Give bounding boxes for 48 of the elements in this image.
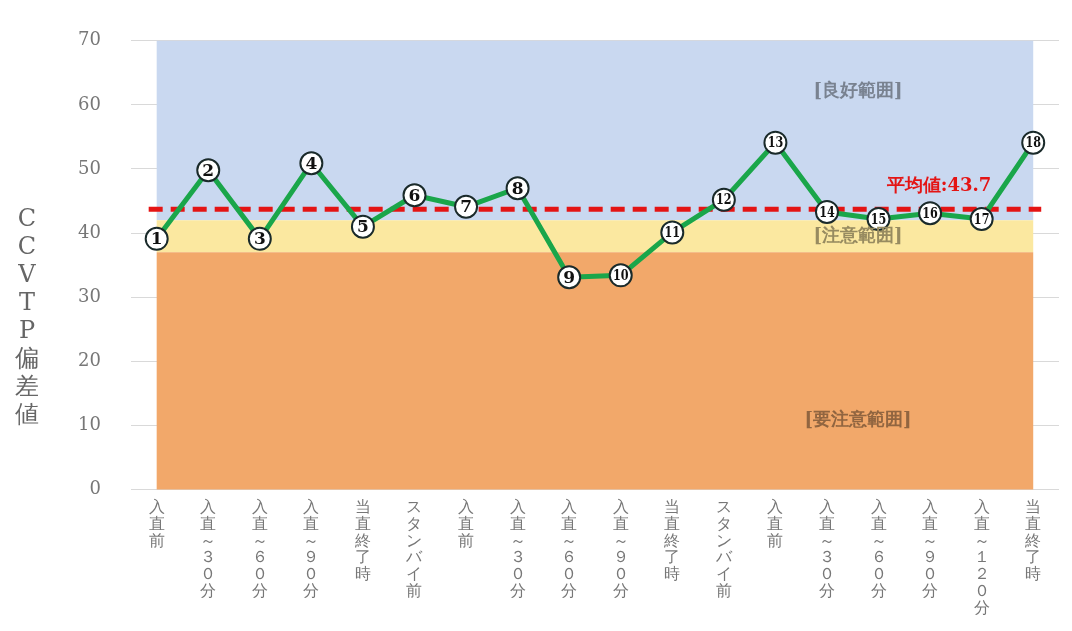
x-tick-label: 入直～３０分 xyxy=(200,496,217,600)
annotation: 4 xyxy=(305,152,318,173)
x-tick-label: スタンバイ前 xyxy=(714,496,733,600)
annotation: 15 xyxy=(870,210,887,227)
x-tick-label: 入直～９０分 xyxy=(612,496,629,600)
band-label: [要注意範囲] xyxy=(804,408,912,430)
ref-line-label: 平均値:43.7 xyxy=(885,174,992,196)
x-tick-label: 入直～６０分 xyxy=(870,496,887,600)
annotation: 1 xyxy=(150,228,163,249)
annotation: 18 xyxy=(1025,134,1042,151)
x-tick-label: 入直～６０分 xyxy=(251,496,268,600)
x-tick-label: スタンバイ前 xyxy=(405,496,424,600)
y-tick-label: 10 xyxy=(78,412,101,434)
x-tick-label: 当直終了時 xyxy=(353,496,371,584)
x-tick-label: 入直～３０分 xyxy=(818,496,835,600)
x-tick-label: 入直～１２０分 xyxy=(973,496,990,617)
annotation: 16 xyxy=(922,204,939,222)
y-tick-label: 30 xyxy=(78,284,101,306)
band-label: [良好範囲] xyxy=(813,78,903,100)
x-tick-label: 入直～６０分 xyxy=(561,496,578,600)
y-tick-label: 0 xyxy=(89,477,101,499)
annotation: 17 xyxy=(973,210,990,227)
annotation: 10 xyxy=(612,266,629,284)
x-tick-label: 入直～３０分 xyxy=(509,496,526,600)
annotation: 7 xyxy=(460,196,472,217)
x-tick-label: 入直前 xyxy=(148,496,165,550)
annotation: 2 xyxy=(202,159,215,180)
x-tick-label: 当直終了時 xyxy=(663,496,681,584)
annotation: 12 xyxy=(716,191,732,208)
annotation: 9 xyxy=(563,266,576,287)
annotation: 11 xyxy=(664,223,681,241)
x-tick-label: 入直～９０分 xyxy=(922,496,939,600)
annotation: 3 xyxy=(253,228,266,249)
annotation: 13 xyxy=(767,134,784,151)
annotation: 5 xyxy=(357,216,369,237)
y-tick-label: 20 xyxy=(78,348,101,370)
y-tick-label: 70 xyxy=(78,28,101,50)
annotation: 6 xyxy=(408,184,421,205)
y-tick-label: 60 xyxy=(78,92,101,114)
x-tick-label: 当直終了時 xyxy=(1024,496,1042,584)
y-axis-title: CCVTP偏差値 xyxy=(14,203,40,428)
y-tick-label: 40 xyxy=(78,220,101,242)
x-tick-label: 入直～９０分 xyxy=(303,496,320,600)
x-tick-label: 入直前 xyxy=(767,496,784,550)
x-tick-label: 入直前 xyxy=(458,496,475,550)
annotation: 8 xyxy=(511,177,524,198)
y-tick-label: 50 xyxy=(78,156,101,178)
annotation: 14 xyxy=(819,203,835,220)
